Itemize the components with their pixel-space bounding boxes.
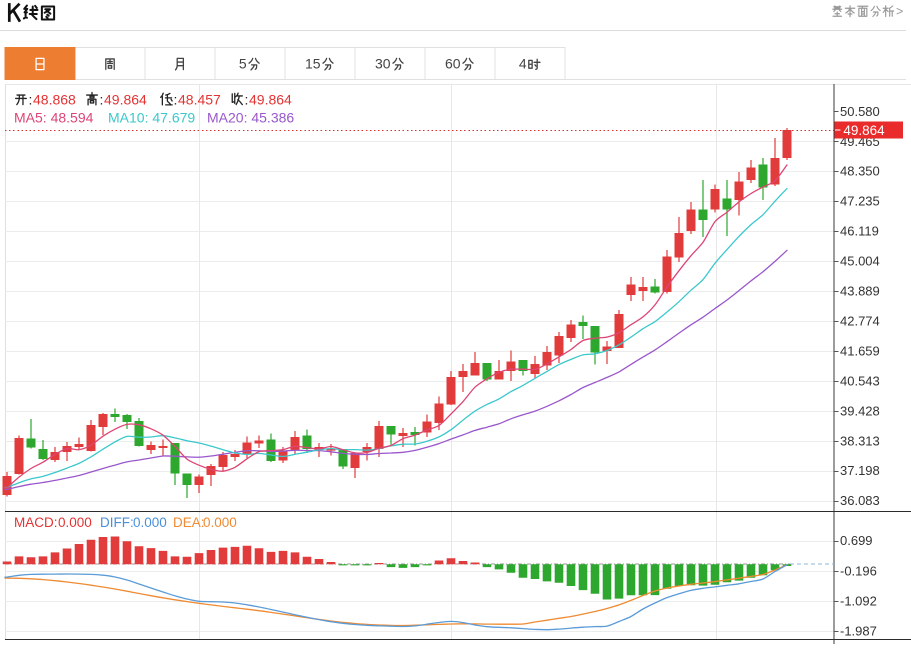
- svg-text:48.457: 48.457: [178, 92, 221, 108]
- svg-text:MA10: 47.679: MA10: 47.679: [108, 110, 195, 126]
- svg-text:42.774: 42.774: [840, 313, 880, 328]
- svg-text::: :: [100, 92, 104, 108]
- svg-text:-0.196: -0.196: [840, 563, 877, 578]
- svg-text:49.864: 49.864: [104, 92, 147, 108]
- svg-text:0.000: 0.000: [58, 515, 92, 530]
- svg-text:49.864: 49.864: [843, 123, 885, 138]
- svg-text:45.004: 45.004: [840, 254, 880, 269]
- svg-text:-1.987: -1.987: [840, 624, 877, 639]
- svg-text:49.864: 49.864: [249, 92, 292, 108]
- svg-text:30: 30: [375, 56, 391, 72]
- svg-text:15: 15: [305, 56, 321, 72]
- svg-text:47.235: 47.235: [840, 194, 880, 209]
- svg-text:50.580: 50.580: [840, 104, 880, 119]
- svg-text:37.198: 37.198: [840, 463, 880, 478]
- svg-text:36.083: 36.083: [840, 493, 880, 508]
- svg-text:MACD:: MACD:: [14, 515, 58, 530]
- svg-text::: :: [29, 92, 33, 108]
- svg-text:43.889: 43.889: [840, 284, 880, 299]
- svg-text:MA20: 45.386: MA20: 45.386: [207, 110, 294, 126]
- svg-text:DEA:: DEA:: [173, 515, 205, 530]
- svg-text:DIFF:: DIFF:: [100, 515, 134, 530]
- svg-text:48.868: 48.868: [33, 92, 76, 108]
- svg-text:5: 5: [239, 56, 247, 72]
- svg-text:0.699: 0.699: [840, 533, 873, 548]
- svg-text::: :: [174, 92, 178, 108]
- svg-text:4: 4: [519, 56, 527, 72]
- svg-text:MA5: 48.594: MA5: 48.594: [14, 110, 94, 126]
- svg-text:-1.092: -1.092: [840, 594, 877, 609]
- svg-text::: :: [245, 92, 249, 108]
- svg-text:48.350: 48.350: [840, 164, 880, 179]
- svg-text:>: >: [896, 5, 903, 19]
- svg-text:39.428: 39.428: [840, 403, 880, 418]
- svg-text:60: 60: [445, 56, 461, 72]
- svg-text:0.000: 0.000: [133, 515, 167, 530]
- svg-text:46.119: 46.119: [840, 224, 879, 239]
- svg-text:40.543: 40.543: [840, 373, 880, 388]
- svg-text:41.659: 41.659: [840, 343, 880, 358]
- svg-text:0.000: 0.000: [203, 515, 237, 530]
- svg-text:38.313: 38.313: [840, 433, 880, 448]
